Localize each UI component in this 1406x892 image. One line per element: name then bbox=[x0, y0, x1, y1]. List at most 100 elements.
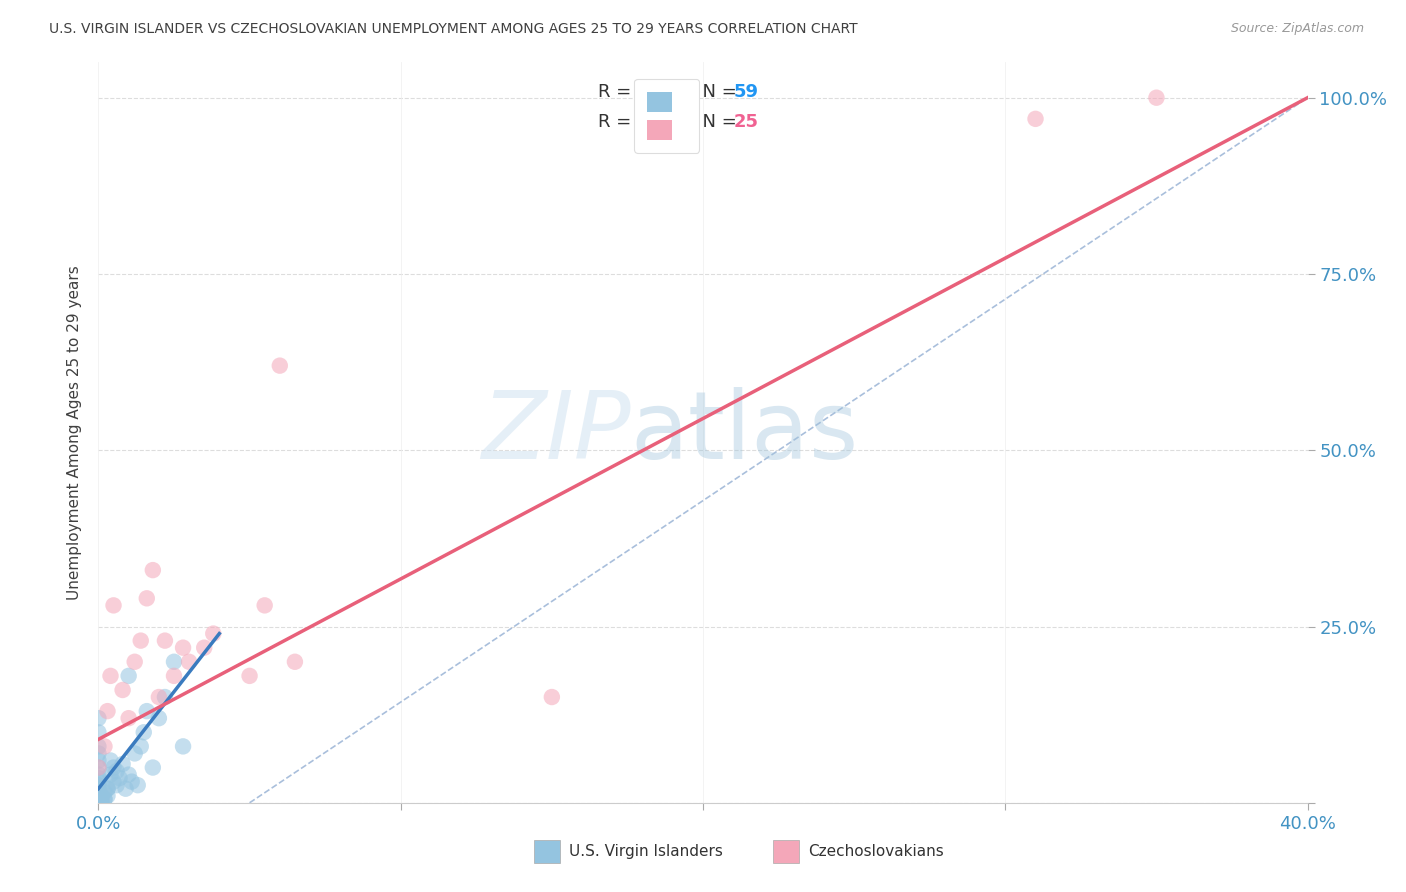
Point bbox=[142, 563, 165, 577]
Point bbox=[135, 591, 157, 606]
Point bbox=[118, 711, 141, 725]
Point bbox=[1024, 112, 1046, 126]
Point bbox=[87, 796, 110, 810]
Point bbox=[253, 599, 276, 613]
Text: N =: N = bbox=[690, 112, 742, 130]
Point bbox=[179, 655, 201, 669]
Point bbox=[87, 796, 110, 810]
Text: 0.461: 0.461 bbox=[637, 83, 693, 101]
Point bbox=[111, 683, 134, 698]
Point bbox=[87, 789, 110, 803]
Point bbox=[118, 669, 141, 683]
Y-axis label: Unemployment Among Ages 25 to 29 years: Unemployment Among Ages 25 to 29 years bbox=[67, 265, 83, 600]
Point bbox=[87, 785, 110, 799]
Text: 59: 59 bbox=[734, 83, 758, 101]
Point bbox=[105, 764, 128, 778]
Point bbox=[540, 690, 562, 704]
Point bbox=[87, 754, 110, 768]
Point bbox=[129, 633, 152, 648]
Point bbox=[96, 704, 118, 718]
Point bbox=[93, 785, 115, 799]
Point bbox=[87, 771, 110, 785]
Point bbox=[100, 669, 122, 683]
Point bbox=[284, 655, 307, 669]
Legend: , : , bbox=[634, 78, 699, 153]
Point bbox=[129, 739, 152, 754]
Point bbox=[172, 640, 194, 655]
Point bbox=[93, 792, 115, 806]
Point bbox=[90, 796, 112, 810]
Point bbox=[90, 789, 112, 803]
Point bbox=[103, 774, 125, 789]
Point bbox=[124, 655, 146, 669]
Point bbox=[87, 725, 110, 739]
Point bbox=[135, 704, 157, 718]
Point bbox=[132, 725, 155, 739]
Point bbox=[87, 796, 110, 810]
Point bbox=[87, 760, 110, 774]
Text: ZIP: ZIP bbox=[481, 387, 630, 478]
Point bbox=[96, 781, 118, 796]
Point bbox=[87, 781, 110, 796]
Point bbox=[153, 633, 176, 648]
Point bbox=[87, 739, 110, 754]
Point bbox=[103, 599, 125, 613]
Point bbox=[87, 767, 110, 781]
Text: 0.646: 0.646 bbox=[637, 112, 693, 130]
Point bbox=[87, 789, 110, 803]
Text: R =: R = bbox=[598, 112, 637, 130]
Point bbox=[87, 760, 110, 774]
Text: R =: R = bbox=[598, 83, 637, 101]
Point bbox=[105, 778, 128, 792]
Point bbox=[87, 778, 110, 792]
Point bbox=[87, 796, 110, 810]
Point bbox=[87, 792, 110, 806]
Point bbox=[87, 796, 110, 810]
Point bbox=[118, 767, 141, 781]
Point bbox=[90, 796, 112, 810]
Text: U.S. Virgin Islanders: U.S. Virgin Islanders bbox=[569, 845, 723, 859]
Point bbox=[93, 739, 115, 754]
Point bbox=[87, 796, 110, 810]
Point bbox=[100, 754, 122, 768]
Point bbox=[87, 711, 110, 725]
Point bbox=[163, 655, 186, 669]
Point bbox=[142, 760, 165, 774]
Point bbox=[172, 739, 194, 754]
Point bbox=[87, 796, 110, 810]
Text: N =: N = bbox=[690, 83, 742, 101]
Point bbox=[148, 711, 170, 725]
Point bbox=[100, 767, 122, 781]
Point bbox=[269, 359, 291, 373]
Point bbox=[96, 789, 118, 803]
Point bbox=[87, 781, 110, 796]
Point bbox=[163, 669, 186, 683]
Point bbox=[108, 771, 131, 785]
Point bbox=[193, 640, 215, 655]
Point bbox=[114, 781, 136, 796]
Point bbox=[148, 690, 170, 704]
Point bbox=[87, 747, 110, 761]
Text: atlas: atlas bbox=[630, 386, 859, 479]
Point bbox=[1144, 91, 1167, 105]
Point bbox=[87, 796, 110, 810]
Point bbox=[202, 626, 225, 640]
Point bbox=[87, 796, 110, 810]
Text: Source: ZipAtlas.com: Source: ZipAtlas.com bbox=[1230, 22, 1364, 36]
Point bbox=[87, 785, 110, 799]
Text: Czechoslovakians: Czechoslovakians bbox=[808, 845, 945, 859]
Text: 25: 25 bbox=[734, 112, 758, 130]
Point bbox=[111, 757, 134, 772]
Point bbox=[87, 792, 110, 806]
Point bbox=[93, 792, 115, 806]
Point bbox=[121, 774, 143, 789]
Point bbox=[153, 690, 176, 704]
Point bbox=[127, 778, 149, 792]
Point bbox=[239, 669, 262, 683]
Point bbox=[90, 792, 112, 806]
Point bbox=[87, 774, 110, 789]
Point bbox=[103, 760, 125, 774]
Point bbox=[96, 781, 118, 796]
Text: U.S. VIRGIN ISLANDER VS CZECHOSLOVAKIAN UNEMPLOYMENT AMONG AGES 25 TO 29 YEARS C: U.S. VIRGIN ISLANDER VS CZECHOSLOVAKIAN … bbox=[49, 22, 858, 37]
Point bbox=[124, 747, 146, 761]
